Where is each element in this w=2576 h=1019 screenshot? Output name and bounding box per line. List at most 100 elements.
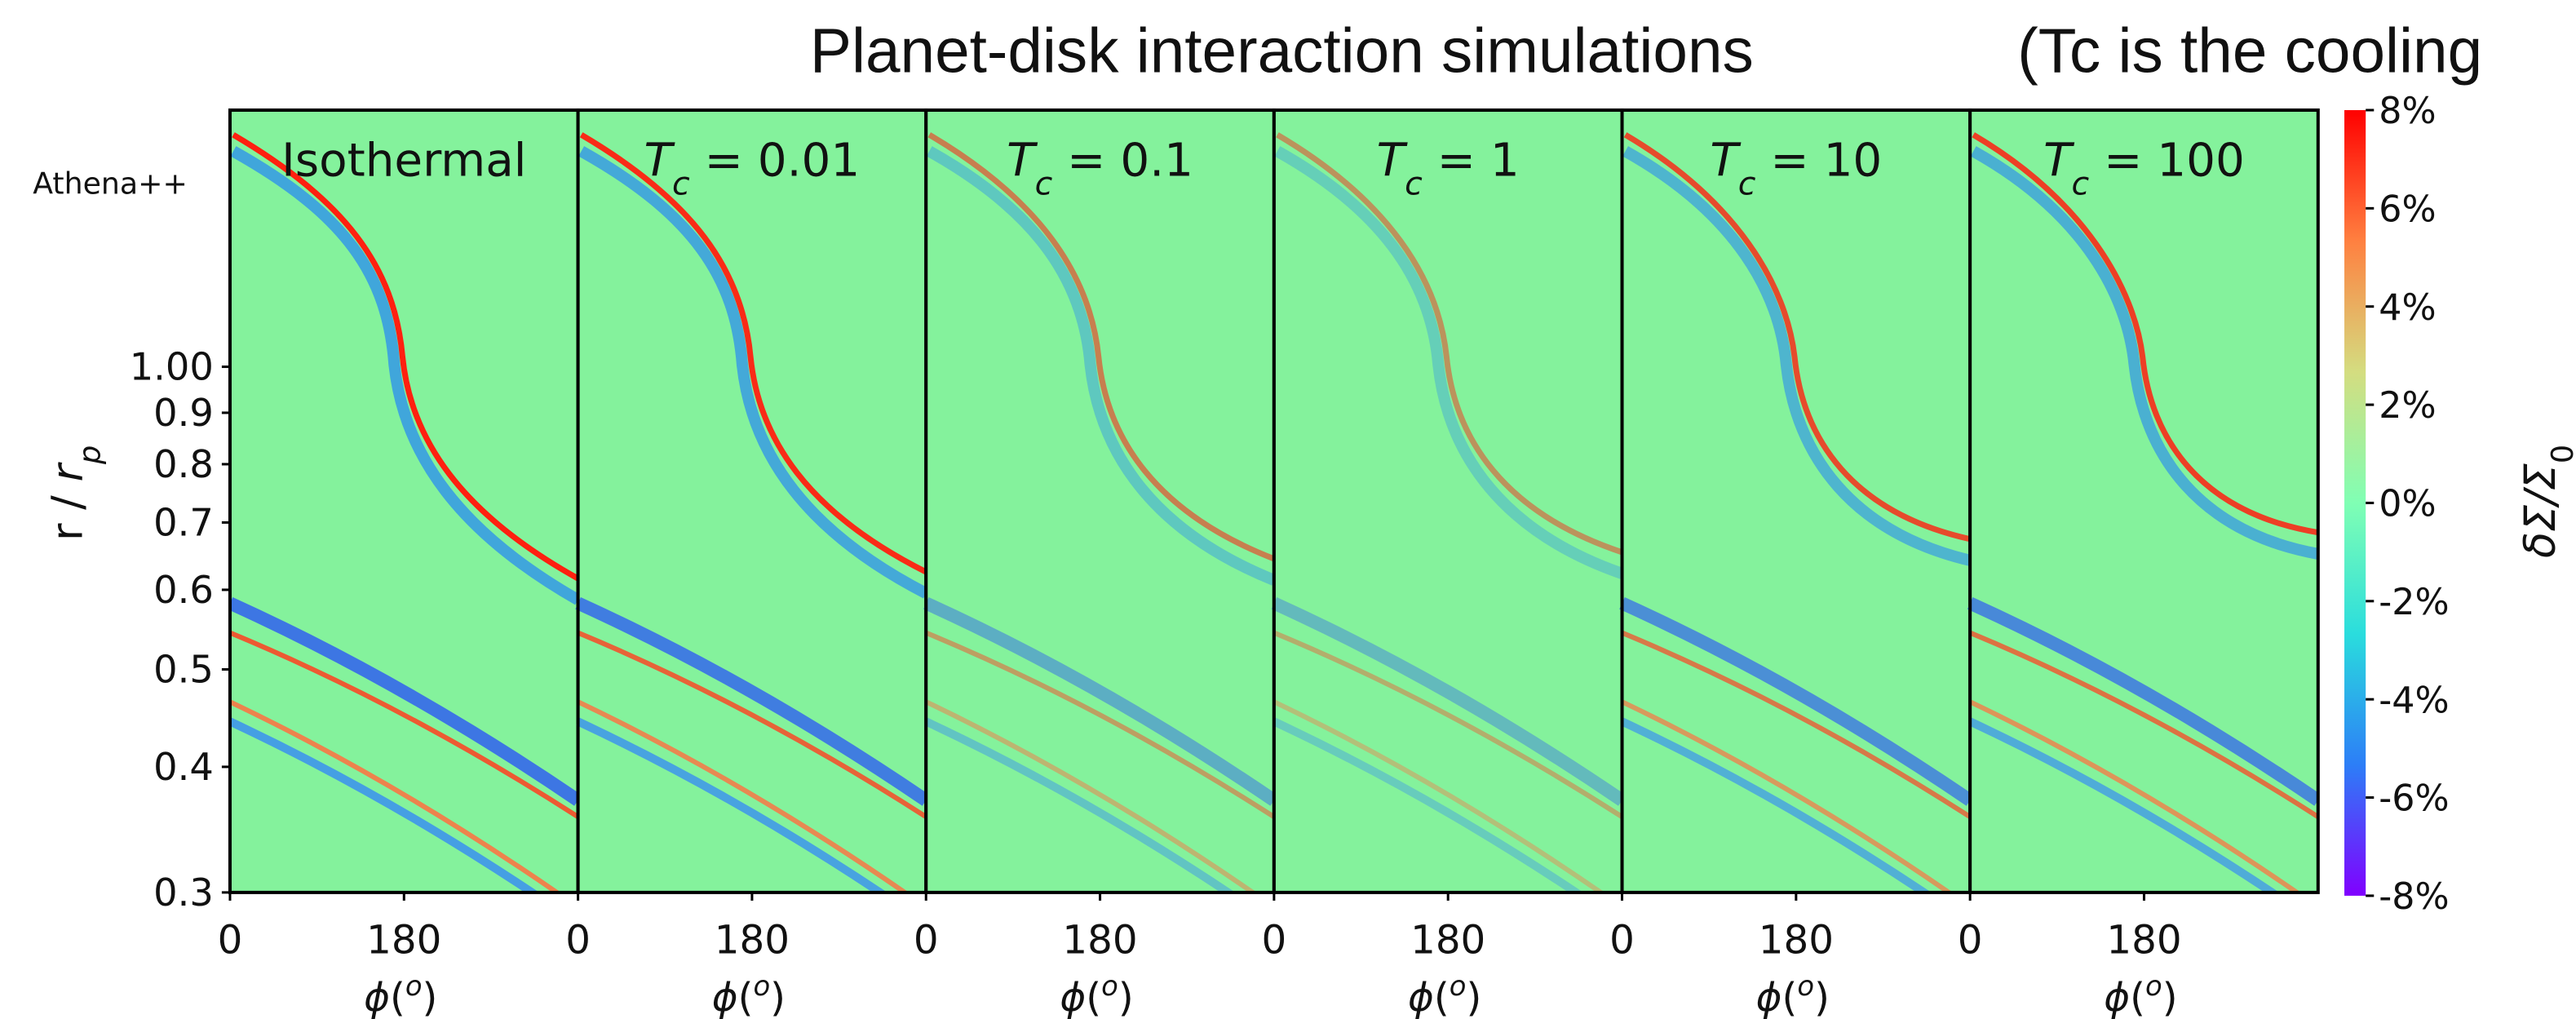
- text-piece: ): [1466, 975, 1481, 1019]
- wake-crest: [232, 132, 580, 582]
- wake-band: [923, 596, 1278, 806]
- y-tick-label: 0.8: [153, 442, 214, 486]
- x-axis-label: ϕ(o): [2104, 969, 2177, 1019]
- colorbar-tick-label: -2%: [2379, 582, 2449, 623]
- y-tick-label: 0.5: [153, 648, 214, 692]
- x-axis-label: ϕ(o): [1060, 969, 1133, 1019]
- heatmap-panel: [578, 109, 927, 893]
- wake-band: [1271, 596, 1627, 806]
- text-piece: Isothermal: [281, 135, 526, 188]
- heatmap-panel: [229, 109, 578, 893]
- text-piece: δΣ/Σ: [2516, 463, 2565, 558]
- text-piece: (: [738, 975, 754, 1019]
- wake-band: [1273, 630, 1624, 819]
- text-piece: o: [753, 969, 770, 1001]
- text-piece: c: [2072, 166, 2090, 203]
- panel-title: Tc = 0.1: [1007, 135, 1193, 203]
- colorbar-tick-label: -4%: [2379, 680, 2449, 721]
- panel-title: Tc = 1: [1377, 135, 1520, 203]
- text-piece: ): [423, 975, 438, 1019]
- wake-trough: [1970, 146, 2318, 560]
- wake-band: [577, 630, 927, 819]
- wake-band: [1619, 596, 1974, 806]
- panel-title: Isothermal: [281, 135, 526, 188]
- wake-crest: [927, 132, 1276, 562]
- x-tick-label: 0: [1262, 917, 1287, 963]
- x-tick-label: 0: [1609, 917, 1635, 963]
- x-axis-label: ϕ(o): [1408, 969, 1481, 1019]
- text-piece: p: [72, 445, 107, 465]
- x-tick-label: 0: [1958, 917, 1983, 963]
- text-piece: T: [1710, 135, 1742, 188]
- wake-band: [1273, 699, 1605, 893]
- wake-band: [925, 630, 1276, 819]
- wake-band: [229, 596, 582, 806]
- wake-trough: [1622, 146, 1972, 566]
- wake-band: [924, 699, 1258, 893]
- colorbar-tick-label: 6%: [2379, 188, 2436, 230]
- colorbar-tick-label: 0%: [2379, 484, 2436, 525]
- text-piece: (: [390, 975, 405, 1019]
- wake-trough: [578, 146, 929, 599]
- text-piece: ϕ: [364, 975, 390, 1019]
- figure-title: Planet-disk interaction simulations: [810, 17, 1754, 86]
- heatmap-panel: [926, 109, 1274, 893]
- y-tick-label: 0.3: [153, 871, 214, 915]
- wake-trough: [230, 146, 582, 605]
- x-tick-label: 0: [914, 917, 939, 963]
- text-piece: (: [1086, 975, 1101, 1019]
- wake-band: [1967, 596, 2318, 806]
- wake-trough: [1274, 146, 1624, 579]
- x-tick-label: 180: [715, 917, 790, 963]
- text-piece: r /: [43, 482, 93, 541]
- wake-band: [577, 699, 910, 893]
- text-piece: T: [644, 135, 676, 188]
- wake-crest: [1972, 132, 2318, 536]
- text-piece: T: [2043, 135, 2075, 188]
- heatmap-panel: [1273, 109, 1622, 893]
- colorbar-label: δΣ/Σ0: [2516, 445, 2576, 558]
- text-piece: ϕ: [712, 975, 738, 1019]
- text-piece: (: [2130, 975, 2145, 1019]
- wakes: [575, 132, 930, 893]
- text-piece: (: [1782, 975, 1798, 1019]
- panel-title: Tc = 0.01: [644, 135, 861, 203]
- x-axis-label: ϕ(o): [1756, 969, 1830, 1019]
- text-piece: = 1: [1423, 135, 1520, 188]
- y-tick-label: 1.00: [130, 345, 214, 389]
- text-piece: o: [2145, 969, 2162, 1001]
- heatmap-panel: [1622, 109, 1971, 893]
- y-tick-label: 0.9: [153, 391, 214, 435]
- text-piece: ϕ: [1060, 975, 1086, 1019]
- text-piece: ): [2162, 975, 2178, 1019]
- figure-title-note: (Tc is the cooling: [2017, 17, 2482, 86]
- text-piece: o: [1797, 969, 1814, 1001]
- text-piece: c: [672, 166, 690, 203]
- text-piece: r: [43, 462, 93, 482]
- x-axis-label: ϕ(o): [364, 969, 437, 1019]
- text-piece: T: [1007, 135, 1038, 188]
- text-piece: o: [1450, 969, 1467, 1001]
- y-tick-label: 0.4: [153, 745, 214, 789]
- x-tick-label: 0: [218, 917, 243, 963]
- x-tick-label: 0: [565, 917, 591, 963]
- wake-crest: [1276, 132, 1623, 556]
- wake-band: [1968, 699, 2302, 893]
- x-tick-label: 180: [1759, 917, 1834, 963]
- colorbar-tick-label: 4%: [2379, 287, 2436, 329]
- wake-band: [575, 596, 930, 806]
- wake-trough: [926, 146, 1277, 586]
- x-tick-label: 180: [2106, 917, 2181, 963]
- colorbar-tick-label: -8%: [2379, 876, 2449, 918]
- x-tick-label: 180: [1062, 917, 1137, 963]
- wake-band: [1621, 630, 1972, 819]
- x-tick-label: 180: [1410, 917, 1485, 963]
- text-piece: T: [1377, 135, 1409, 188]
- text-piece: 0: [2544, 445, 2576, 463]
- panel-title: Tc = 100: [2043, 135, 2245, 203]
- text-piece: ϕ: [1408, 975, 1434, 1019]
- text-piece: (: [1434, 975, 1450, 1019]
- text-piece: c: [1405, 166, 1423, 203]
- text-piece: o: [405, 969, 423, 1001]
